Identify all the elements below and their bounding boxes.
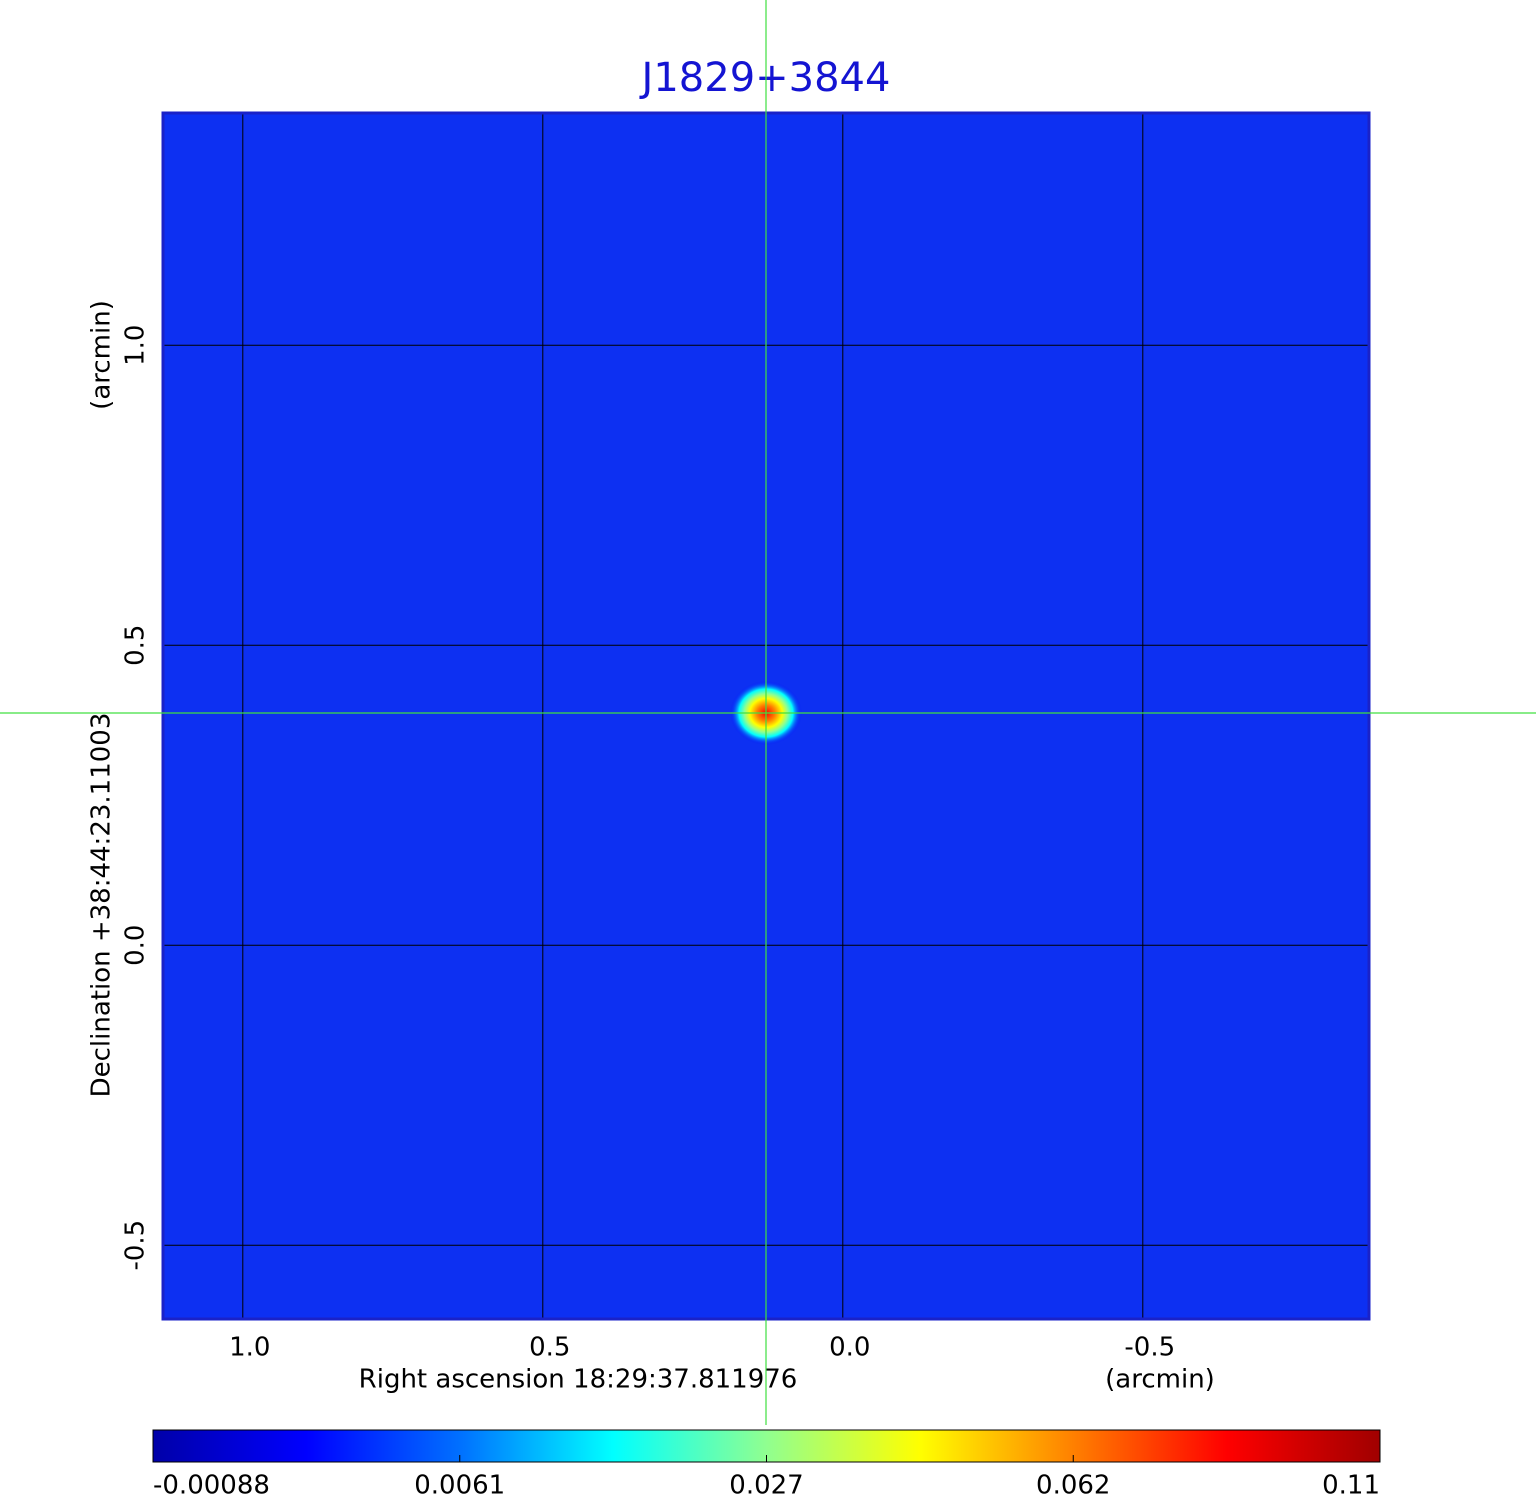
x-tick-label: 0.0 [829,1333,870,1363]
colorbar-tick-label: 0.027 [729,1471,803,1500]
chart-title: J1829+3844 [639,55,891,101]
x-tick-label: -0.5 [1124,1333,1175,1363]
colorbar-tick-label: -0.00088 [153,1471,270,1500]
x-axis-unit: (arcmin) [1105,1365,1215,1395]
y-tick-label: 0.0 [121,925,151,966]
x-axis-label: Right ascension 18:29:37.811976 [359,1365,798,1395]
y-axis-label: Declination +38:44:23.11003 [87,713,117,1098]
y-tick-label: -0.5 [121,1220,151,1271]
colorbar-tick-label: 0.11 [1322,1471,1380,1500]
colorbar-tick-label: 0.062 [1036,1471,1110,1500]
colorbar-tick-label: 0.0061 [414,1471,505,1500]
y-axis-unit: (arcmin) [87,300,117,410]
y-tick-label: 1.0 [121,325,151,366]
x-tick-label: 1.0 [229,1333,270,1363]
x-tick-label: 0.5 [529,1333,570,1363]
y-tick-label: 0.5 [121,625,151,666]
